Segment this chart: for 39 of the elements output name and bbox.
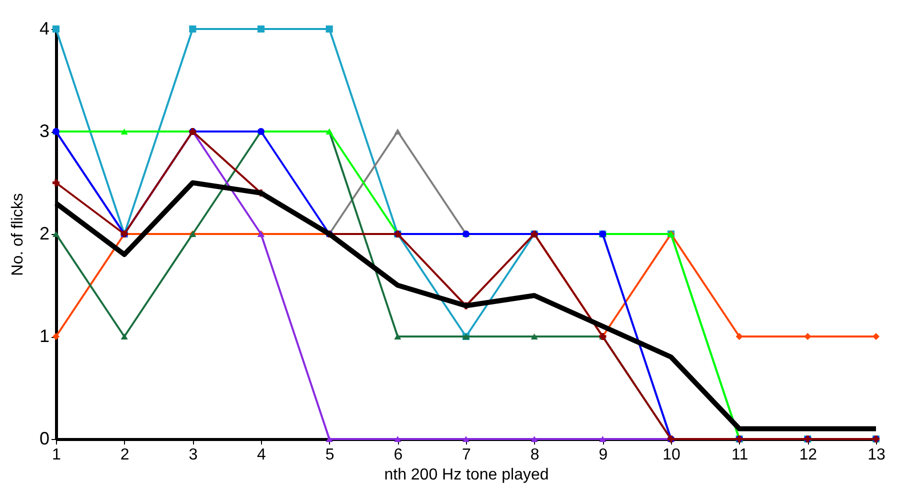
x-tick-label: 11 [732, 446, 748, 464]
point [52, 25, 60, 33]
point [326, 25, 333, 33]
point [120, 333, 128, 340]
y-axis-title: No. of flicks [9, 193, 26, 276]
point [462, 436, 470, 442]
y-tick-label: 3 [39, 121, 50, 141]
x-tick-label: 8 [530, 446, 540, 464]
x-tick-label: 3 [188, 446, 198, 464]
x-tick-label: 1 [52, 446, 62, 464]
x-tick-label: 12 [799, 446, 818, 464]
point [326, 436, 333, 442]
x-tick-label: 5 [325, 446, 334, 464]
point [394, 128, 402, 135]
point [52, 179, 60, 186]
point [394, 333, 402, 340]
point [599, 436, 606, 442]
x-tick-label: 10 [662, 446, 680, 464]
point [120, 128, 128, 135]
point [736, 332, 743, 340]
x-axis-title: nth 200 Hz tone played [384, 466, 549, 484]
y-tick-label: 4 [39, 18, 50, 38]
y-tick-label: 1 [39, 326, 50, 346]
point [530, 333, 538, 340]
point [52, 332, 60, 340]
x-tick-label: 9 [598, 446, 608, 464]
point [52, 230, 60, 238]
point [530, 436, 538, 442]
x-tick-label: 2 [120, 446, 130, 464]
x-tick-label: 13 [868, 446, 886, 464]
y-tick-label: 2 [39, 224, 50, 244]
point [804, 332, 812, 340]
point [189, 25, 196, 33]
y-tick-label: 0 [39, 428, 50, 448]
x-tick-label: 4 [257, 446, 266, 464]
point [257, 25, 265, 33]
x-tick-label: 6 [394, 446, 403, 464]
x-tick-label: 7 [462, 446, 472, 464]
point [394, 436, 402, 442]
